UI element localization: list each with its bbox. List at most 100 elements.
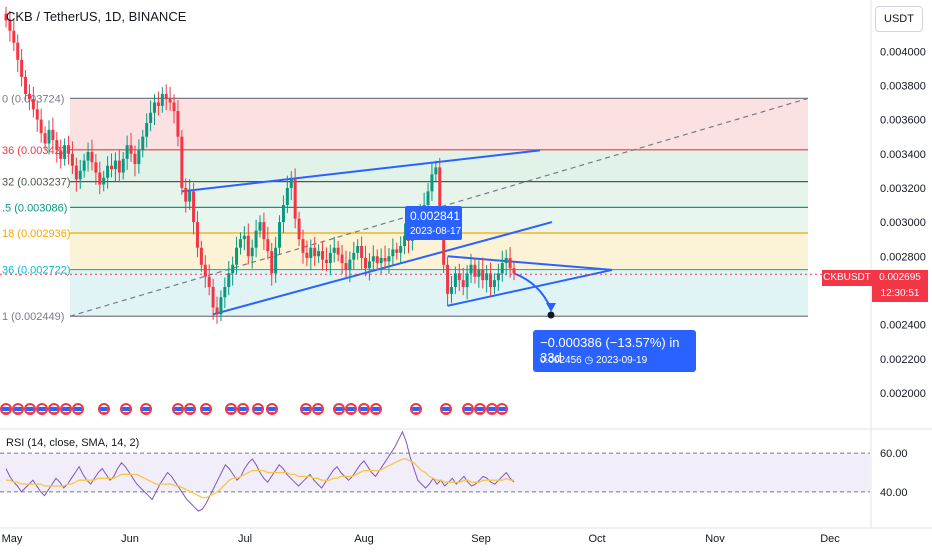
candle-body — [367, 261, 371, 269]
candle-body — [399, 246, 403, 253]
candle-body — [278, 222, 282, 248]
candle-body — [371, 256, 375, 262]
us-flag-icon[interactable] — [410, 403, 422, 415]
candle-body — [317, 251, 321, 257]
x-tick-label: Jun — [121, 533, 139, 545]
currency-button[interactable]: USDT — [875, 6, 923, 32]
candle-body — [235, 247, 239, 265]
candle-body — [24, 76, 28, 94]
candle-body — [39, 119, 43, 134]
rsi-tick-label: 40.00 — [880, 487, 908, 499]
candles — [4, 6, 516, 324]
candle-body — [301, 239, 305, 253]
us-flag-icon[interactable] — [345, 403, 357, 415]
us-flag-icon[interactable] — [252, 403, 264, 415]
candle-body — [47, 129, 51, 144]
candle-body — [172, 102, 176, 112]
rsi-label: RSI (14, close, SMA, 14, 2) — [6, 437, 140, 449]
us-flag-icon[interactable] — [462, 403, 474, 415]
us-flag-icon[interactable] — [0, 403, 12, 415]
candle-body — [102, 177, 106, 185]
candle-body — [106, 165, 110, 178]
us-flag-icon[interactable] — [24, 403, 36, 415]
us-flag-icon[interactable] — [140, 403, 152, 415]
candle-body — [285, 187, 289, 205]
us-flag-icon[interactable] — [300, 403, 312, 415]
candle-body — [16, 42, 20, 60]
candle-body — [375, 256, 379, 264]
y-tick-label: 0.002000 — [880, 388, 926, 400]
candle-body — [344, 263, 348, 270]
candle-body — [274, 247, 278, 274]
annotation-price: 0.002841 — [410, 209, 461, 223]
projection-date: 2023-09-19 — [596, 355, 648, 366]
badge-symbol: CKBUSDT — [822, 270, 872, 286]
candle-body — [199, 247, 203, 265]
us-flag-icon[interactable] — [440, 403, 452, 415]
trend-line — [212, 221, 553, 316]
candle-body — [457, 273, 461, 281]
candle-body — [340, 254, 344, 264]
projection-price-date: 0.002456 ◷ 2023-09-19 — [540, 355, 647, 366]
candle-body — [309, 247, 313, 258]
us-flag-icon[interactable] — [333, 403, 345, 415]
candle-body — [43, 133, 47, 144]
us-flag-icon[interactable] — [98, 403, 110, 415]
us-flag-icon[interactable] — [72, 403, 84, 415]
candle-body — [227, 273, 231, 287]
us-flag-icon[interactable] — [200, 403, 212, 415]
us-flag-icon[interactable] — [60, 403, 72, 415]
candle-body — [469, 264, 473, 274]
candle-body — [90, 152, 94, 163]
x-tick-label: Aug — [354, 533, 374, 545]
x-tick-label: Oct — [588, 533, 605, 545]
us-flag-icon[interactable] — [496, 403, 508, 415]
projection-change: −0.000386 (−13.57%) in 33d — [540, 335, 680, 365]
candle-body — [297, 218, 301, 240]
y-tick-label: 0.002200 — [880, 354, 926, 366]
badge-countdown: 12:30:51 — [872, 286, 928, 302]
candle-body — [352, 252, 356, 260]
us-flag-icon[interactable] — [48, 403, 60, 415]
y-tick-label: 0.003800 — [880, 80, 926, 92]
rsi-panel: 60.00 40.00 — [0, 428, 932, 512]
chart-title: CKB / TetherUS, 1D, BINANCE — [6, 9, 187, 24]
projection-target-dot — [547, 311, 555, 319]
candle-body — [219, 297, 223, 315]
candle-body — [110, 165, 114, 170]
candle-body — [188, 191, 192, 202]
candle-body — [387, 256, 391, 262]
y-tick-label: 0.002800 — [880, 251, 926, 263]
us-flag-icon[interactable] — [184, 403, 196, 415]
us-flag-icon[interactable] — [237, 403, 249, 415]
candle-body — [465, 273, 469, 287]
us-flag-icon[interactable] — [120, 403, 132, 415]
us-flag-icon[interactable] — [358, 403, 370, 415]
us-flag-icon[interactable] — [266, 403, 278, 415]
candle-body — [12, 30, 16, 43]
candle-body — [281, 205, 285, 223]
trend-line — [181, 149, 541, 193]
us-flag-icon[interactable] — [12, 403, 24, 415]
candle-body — [442, 222, 446, 265]
us-flag-icon[interactable] — [474, 403, 486, 415]
candle-body — [192, 191, 196, 223]
candle-body — [266, 239, 270, 252]
last-price-badge: CKBUSDT 0.002695 12:30:51 — [822, 270, 928, 302]
trendlines — [0, 149, 870, 319]
clock-icon: ◷ — [584, 355, 594, 366]
trend-line — [447, 268, 613, 307]
rsi-band — [0, 453, 870, 492]
us-flag-icon[interactable] — [312, 403, 324, 415]
us-flag-icon[interactable] — [172, 403, 184, 415]
candle-body — [356, 246, 360, 253]
candle-body — [293, 179, 297, 219]
us-flag-icon[interactable] — [370, 403, 382, 415]
candle-body — [160, 93, 164, 106]
x-tick-label: Dec — [820, 533, 840, 545]
us-flag-icon[interactable] — [36, 403, 48, 415]
candle-body — [121, 158, 125, 173]
us-flag-icon[interactable] — [225, 403, 237, 415]
